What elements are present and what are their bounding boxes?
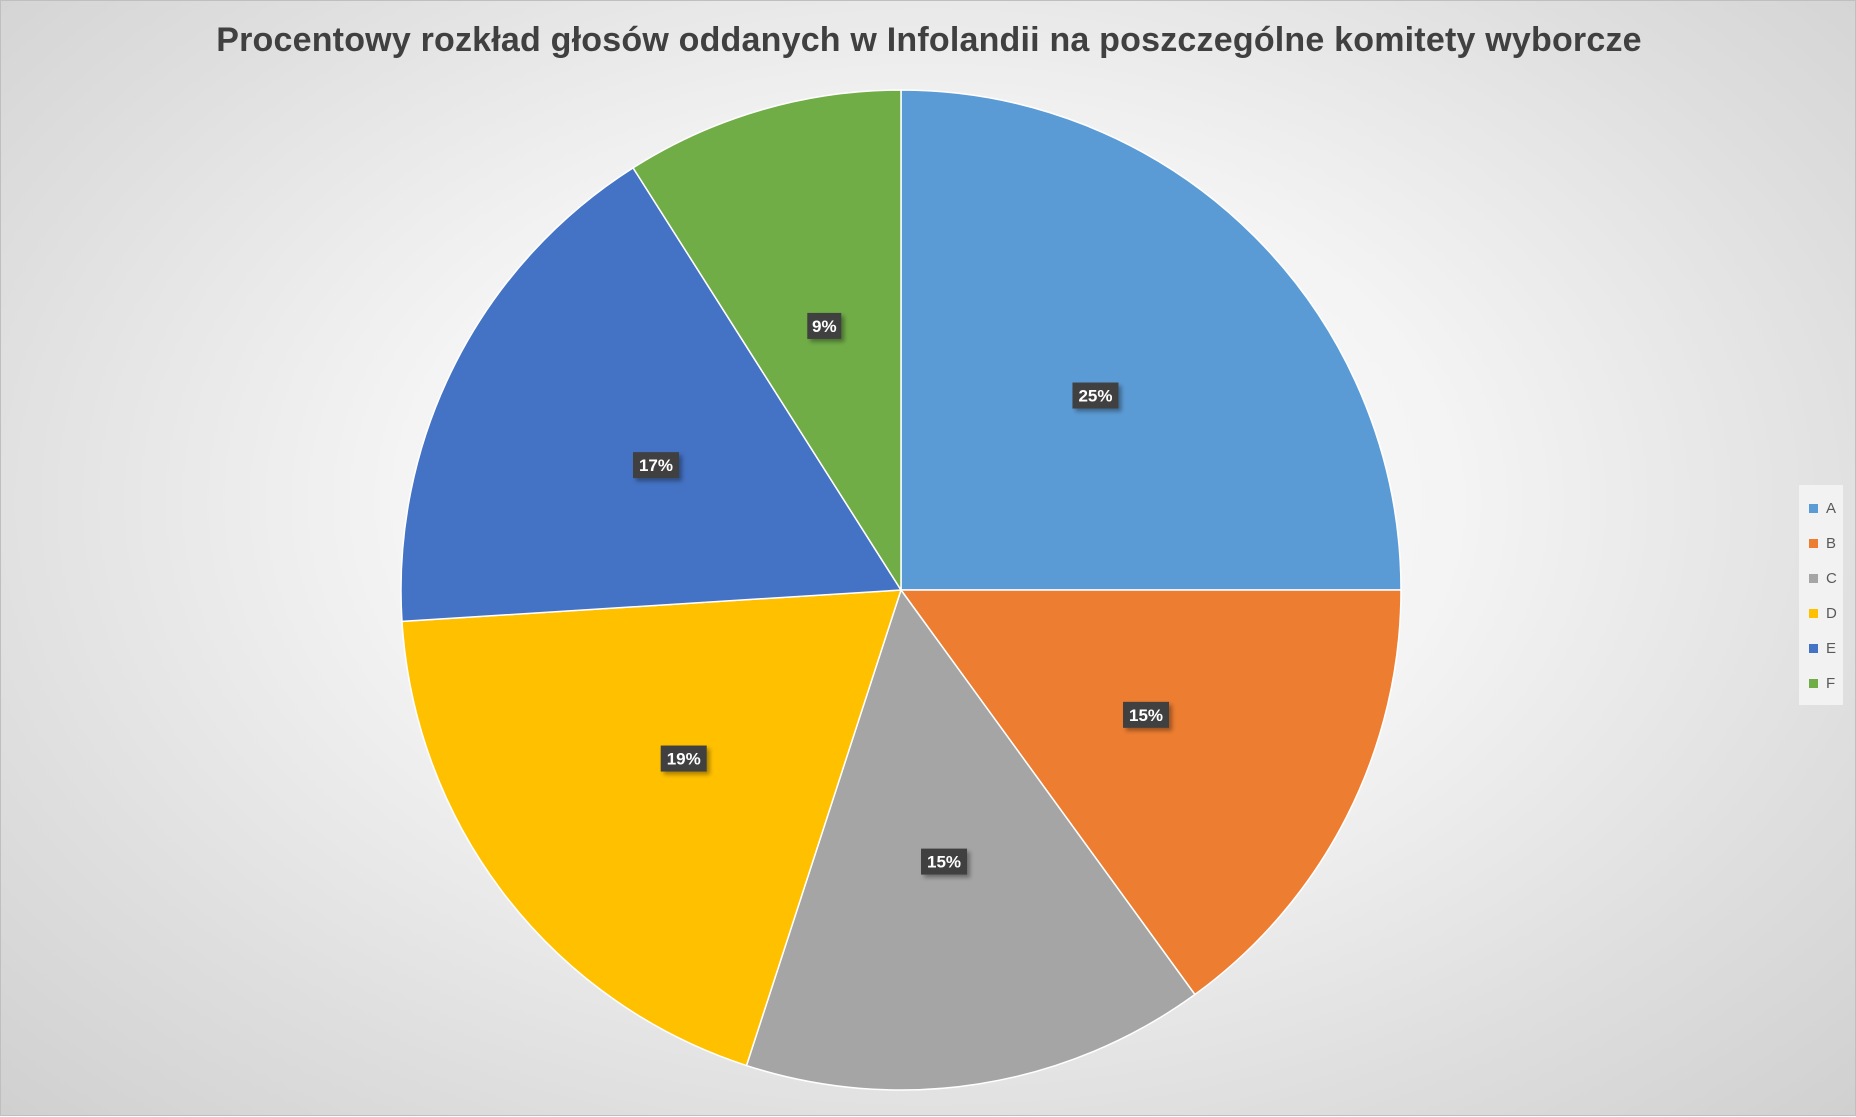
legend-swatch (1809, 609, 1818, 618)
legend-swatch (1809, 644, 1818, 653)
data-label-text: 15% (927, 853, 961, 872)
legend-item-a: A (1799, 491, 1843, 526)
data-label-c: 15% (921, 848, 968, 875)
data-label-box (1123, 701, 1170, 728)
legend-label: E (1826, 640, 1837, 657)
legend-swatch (1809, 574, 1818, 583)
data-label-a: 25% (1072, 382, 1119, 409)
pie-slice-a (900, 89, 1402, 591)
legend-swatch (1809, 679, 1818, 688)
legend-label: F (1826, 675, 1836, 692)
legend-label: C (1826, 570, 1837, 587)
data-label-box (632, 452, 679, 479)
data-label-b: 15% (1123, 701, 1170, 728)
pie-slice-e (400, 166, 903, 623)
data-label-text: 9% (812, 317, 837, 336)
legend-label: B (1826, 535, 1837, 552)
data-label-text: 15% (1129, 706, 1163, 725)
legend-item-c: C (1799, 561, 1843, 596)
legend-item-b: B (1799, 526, 1843, 561)
pie-slice-b (899, 589, 1402, 996)
data-label-f: 9% (807, 312, 842, 339)
data-label-box (807, 312, 842, 339)
data-label-box (921, 848, 968, 875)
legend-label: D (1826, 605, 1837, 622)
data-label-box (660, 745, 707, 772)
pie-slice-f (632, 89, 902, 593)
legend-item-f: F (1799, 666, 1843, 701)
legend-item-d: D (1799, 596, 1843, 631)
data-label-e: 17% (632, 452, 679, 479)
data-label-d: 19% (660, 745, 707, 772)
legend-label: A (1826, 500, 1837, 517)
legend-swatch (1809, 504, 1818, 513)
data-label-text: 25% (1078, 387, 1112, 406)
data-label-text: 19% (667, 750, 701, 769)
chart-title: Procentowy rozkład głosów oddanych w Inf… (216, 21, 1642, 59)
legend-item-e: E (1799, 631, 1843, 666)
legend-swatch (1809, 539, 1818, 548)
data-label-text: 17% (639, 456, 673, 475)
pie-slice-d (401, 589, 903, 1067)
pie-slice-c (745, 588, 1196, 1091)
chart-legend: A B C D E F (1799, 485, 1843, 705)
data-label-box (1072, 382, 1119, 409)
